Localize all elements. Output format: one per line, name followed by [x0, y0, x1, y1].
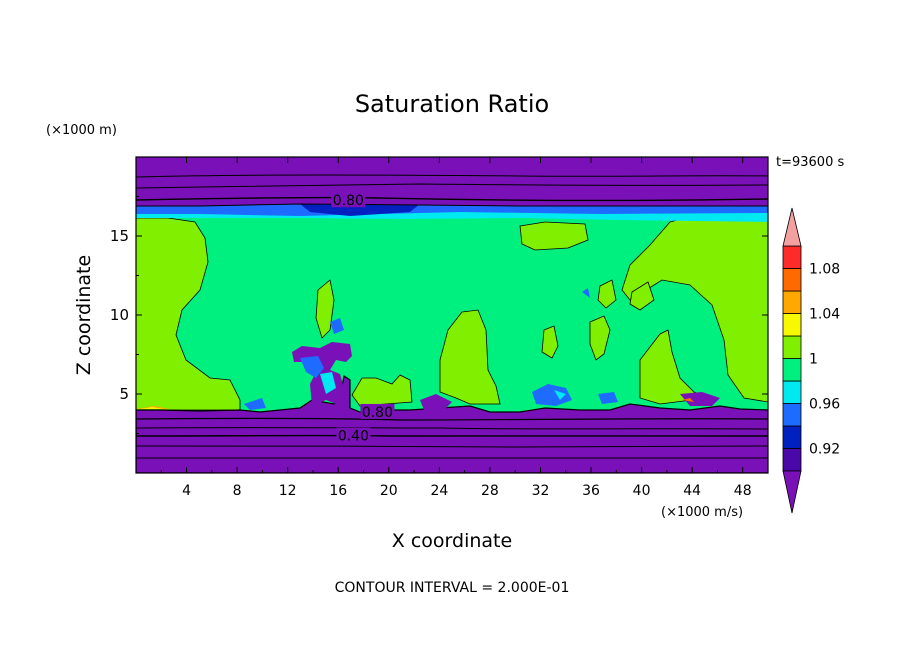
chart-title: Saturation Ratio — [355, 90, 549, 118]
contour-label: 0.40 — [338, 429, 369, 445]
field-region-left-lime — [136, 217, 241, 411]
x-tick-label: 44 — [683, 483, 701, 499]
colorbar-tick-label: 0.92 — [809, 442, 840, 458]
x-tick-label: 20 — [380, 483, 398, 499]
colorbar-tick-label: 0.96 — [809, 397, 840, 413]
field-surface-yellow — [140, 407, 164, 409]
colorbar-swatch — [782, 335, 802, 359]
plot-area — [136, 157, 768, 473]
y-tick-label: 10 — [110, 306, 129, 324]
colorbar-swatch — [782, 448, 802, 472]
field-cloudbase-small1 — [330, 318, 344, 334]
contour-line-low-2 — [136, 427, 768, 430]
x-tick-label: 16 — [329, 483, 347, 499]
field-region-cloud-small5 — [629, 281, 655, 311]
colorbar-tick-label: 1 — [809, 352, 818, 368]
x-tick-label: 32 — [532, 483, 550, 499]
x-tick-label: 12 — [279, 483, 297, 499]
field-band-stratosphere — [136, 157, 768, 207]
field-cloudbase-cyan-center — [554, 390, 566, 400]
contour-line-low-1 — [136, 417, 768, 421]
y-tick-label: 15 — [110, 227, 129, 245]
contour-labels: 0.80 0.80 0.40 — [331, 192, 395, 445]
field-cloudbase-small2 — [582, 288, 590, 298]
y-axis-ticks: 5 10 15 — [110, 196, 768, 434]
contour-line-low-3 — [136, 445, 768, 448]
contour-interval-footer: CONTOUR INTERVAL = 2.000E-01 — [335, 580, 570, 596]
field-cloudbase-purple-mid — [420, 394, 452, 410]
y-axis-label: Z coordinate — [73, 255, 95, 375]
colorbar-swatch — [782, 425, 802, 449]
x-tick-label: 36 — [582, 483, 600, 499]
contour-label: 0.80 — [362, 405, 393, 421]
x-axis-ticks: 4 8 12 16 20 24 28 32 36 40 44 48 — [160, 157, 752, 499]
field-band-blue-top — [136, 204, 768, 216]
contour-label-bg — [336, 427, 371, 443]
contour-line-040 — [136, 434, 768, 437]
colorbar-tick-label: 1.04 — [809, 307, 840, 323]
contour-line-strat-2 — [136, 183, 768, 189]
field-band-lower-layer — [136, 374, 768, 473]
colorbar-swatch — [782, 358, 802, 382]
colorbar-swatch — [782, 380, 802, 404]
x-tick-label: 8 — [233, 483, 242, 499]
field-region-top-lime — [519, 221, 589, 251]
y-tick-label: 5 — [119, 385, 129, 403]
colorbar-swatch — [782, 290, 802, 314]
colorbar-swatch — [782, 268, 802, 292]
field-region-right-lime — [621, 213, 768, 403]
field-region-cloud-small3 — [315, 279, 335, 339]
contour-label: 0.80 — [333, 193, 364, 209]
field-band-darkblue-top — [300, 204, 420, 216]
field-cloudbase-purple-right — [680, 392, 720, 406]
field-region-cloud-right — [639, 329, 710, 405]
colorbar-over-triangle — [782, 207, 802, 247]
contour-line-strat-1 — [136, 174, 768, 178]
field-cloudbase-blue-center — [532, 384, 572, 406]
x-tick-label: 48 — [734, 483, 752, 499]
colorbar: 0.92 0.96 1 1.04 1.08 — [782, 207, 840, 514]
colorbar-swatch — [782, 245, 802, 269]
field-region-cloud-small1 — [589, 315, 611, 361]
field-surface-orange-right — [682, 398, 694, 402]
x-tick-label: 4 — [182, 483, 191, 499]
colorbar-tick-label: 1.08 — [809, 262, 840, 278]
colorbar-swatch — [782, 403, 802, 427]
field-region-center-lime — [439, 309, 501, 405]
x-axis-label: X coordinate — [392, 530, 512, 552]
x-tick-label: 28 — [481, 483, 499, 499]
field-cloudbase-blue-right — [598, 392, 618, 404]
contour-label-bg — [331, 192, 366, 208]
x-tick-label: 40 — [633, 483, 651, 499]
y-unit-label: (×1000 m) — [46, 123, 117, 138]
field-region-cloud-small4 — [597, 279, 617, 309]
field-cloudbase-blue-left — [244, 398, 266, 410]
contour-line-080-top — [136, 196, 768, 202]
field-region-cloud-small2 — [541, 325, 559, 359]
x-unit-label: (×1000 m/s) — [661, 505, 743, 520]
x-tick-label: 24 — [430, 483, 448, 499]
colorbar-swatch — [782, 313, 802, 337]
field-tower-cyan — [320, 372, 336, 394]
field-tower-blue — [300, 356, 324, 378]
colorbar-under-triangle — [782, 470, 802, 514]
time-label: t=93600 s — [776, 155, 844, 170]
contour-label-bg — [360, 403, 395, 419]
